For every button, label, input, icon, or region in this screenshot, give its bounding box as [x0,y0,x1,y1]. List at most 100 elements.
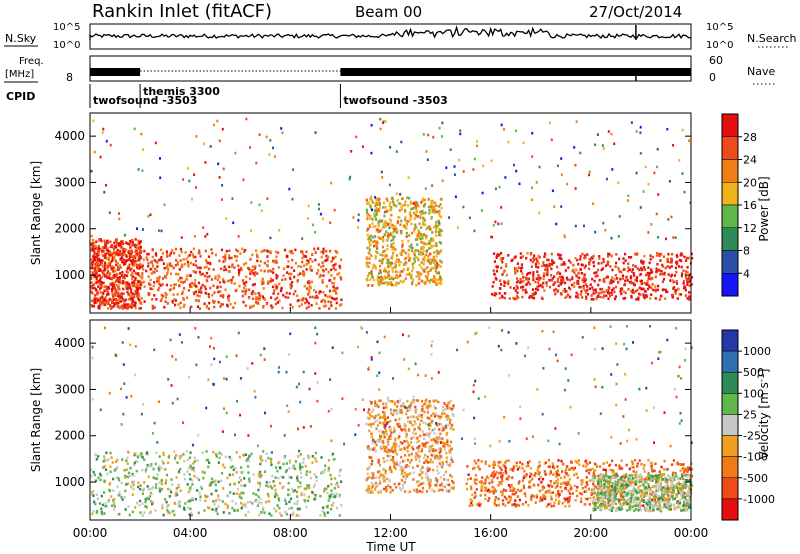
data-pixel [196,476,199,480]
data-pixel [532,483,535,487]
data-pixel [108,211,111,214]
data-pixel [109,465,112,469]
data-pixel [133,281,136,284]
data-pixel [686,297,689,300]
data-pixel [214,483,217,487]
data-pixel [405,227,408,230]
data-pixel [258,203,261,207]
data-pixel [672,459,675,462]
data-pixel [134,289,137,293]
data-pixel [419,210,422,214]
data-pixel [421,466,424,470]
data-pixel [131,302,134,306]
data-pixel [413,252,416,256]
data-pixel [503,296,506,300]
data-pixel [458,158,461,162]
data-pixel [434,439,437,443]
data-pixel [214,253,217,257]
data-pixel [492,280,495,284]
data-pixel [618,215,621,218]
data-pixel [404,454,407,457]
data-pixel [101,131,104,134]
data-pixel [163,305,166,309]
data-pixel [676,260,679,263]
data-pixel [388,449,392,453]
data-pixel [366,229,369,232]
data-pixel [497,497,500,501]
data-pixel [99,155,102,159]
data-pixel [107,292,110,296]
data-pixel [405,261,408,264]
data-pixel [309,295,312,299]
data-pixel [389,454,392,458]
data-pixel [524,283,527,287]
data-pixel [562,289,565,293]
data-pixel [401,411,404,415]
data-pixel [438,417,441,420]
data-pixel [503,128,505,131]
data-pixel [642,190,645,193]
data-pixel [222,463,225,467]
data-pixel [254,292,257,296]
data-pixel [588,471,591,475]
data-pixel [387,234,390,237]
data-pixel [187,167,190,170]
data-pixel [126,462,129,465]
data-pixel [542,261,545,264]
data-pixel [529,258,532,262]
data-pixel [426,416,429,420]
data-pixel [577,296,580,299]
data-pixel [178,470,181,473]
data-pixel [115,284,118,287]
data-pixel [495,278,498,281]
data-pixel [99,299,102,303]
data-pixel [430,207,433,210]
data-pixel [190,305,193,308]
data-pixel [644,273,648,277]
data-pixel [267,494,270,498]
data-pixel [156,280,159,283]
data-pixel [214,499,217,503]
data-pixel [103,491,106,494]
data-pixel [369,413,372,417]
data-pixel [427,478,430,481]
data-pixel [410,269,414,273]
data-pixel [544,497,547,501]
data-pixel [366,256,369,259]
data-pixel [231,499,234,503]
data-pixel [430,245,433,248]
data-pixel [518,504,521,507]
data-pixel [156,277,159,280]
data-pixel [410,202,413,205]
data-pixel [311,252,314,256]
data-pixel [501,273,504,276]
data-pixel [438,209,441,213]
data-pixel [404,263,407,266]
data-pixel [690,252,693,256]
data-pixel [261,511,264,514]
data-pixel [129,305,132,309]
data-pixel [644,290,647,293]
data-pixel [682,286,686,290]
data-pixel [269,460,273,464]
data-pixel [379,440,383,444]
data-pixel [425,476,428,479]
data-pixel [300,491,303,495]
data-pixel [501,499,505,502]
data-pixel [216,119,219,123]
data-pixel [478,502,481,505]
data-pixel [370,456,373,459]
data-pixel [176,261,179,264]
data-pixel [311,461,314,464]
data-pixel [408,453,411,457]
data-pixel [239,252,242,255]
data-pixel [398,422,401,426]
data-pixel [338,514,341,517]
data-pixel [383,201,386,205]
data-pixel [219,294,222,298]
data-pixel [396,412,399,415]
data-pixel [103,268,107,271]
data-pixel [550,278,553,282]
data-pixel [368,236,371,239]
data-pixel [367,445,370,448]
